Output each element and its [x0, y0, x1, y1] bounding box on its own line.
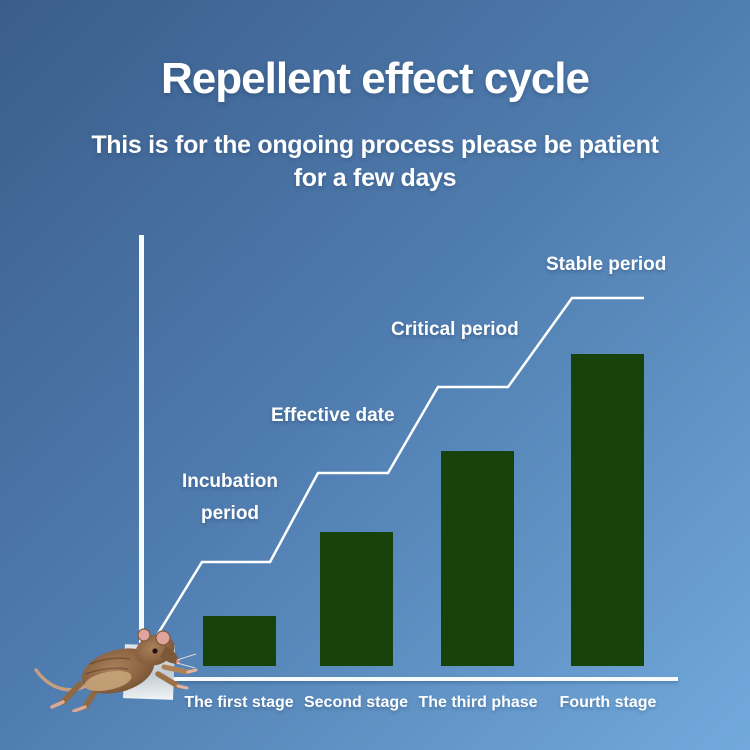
x-axis — [139, 677, 678, 681]
bar-stage-4 — [571, 354, 644, 666]
page-subtitle: This is for the ongoing process please b… — [0, 129, 750, 195]
stage-label-3: The third phase — [418, 694, 538, 711]
annotation-critical-period: Critical period — [391, 319, 519, 340]
y-axis — [139, 235, 144, 682]
subtitle-line-1: This is for the ongoing process please b… — [91, 131, 659, 159]
annotation-effective-date: Effective date — [271, 405, 395, 426]
annotation-incubation-period: Incubation period — [181, 471, 279, 524]
bar-stage-3 — [441, 451, 514, 666]
bar-stage-2 — [320, 532, 393, 666]
running-mouse-icon — [34, 628, 198, 712]
bar-stage-1 — [203, 616, 276, 666]
stage-label-4: Fourth stage — [559, 694, 657, 711]
page-title: Repellent effect cycle — [161, 54, 590, 103]
stage-label-1: The first stage — [184, 694, 294, 711]
stage-label-2: Second stage — [303, 694, 409, 711]
subtitle-line-2: for a few days — [293, 164, 457, 192]
annotation-stable-period: Stable period — [546, 254, 667, 275]
